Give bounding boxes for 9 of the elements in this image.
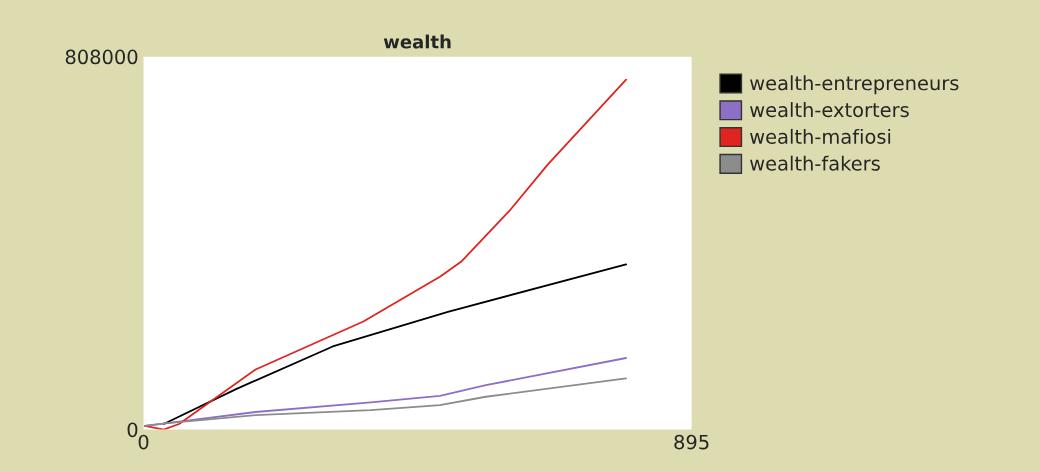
x-tick-label: 895 (674, 434, 709, 450)
legend-label: wealth-mafiosi (750, 128, 891, 144)
y-tick-label: 808000 (65, 49, 138, 65)
legend-label: wealth-fakers (750, 155, 880, 171)
chart-title: wealth (383, 34, 451, 49)
legend-label: wealth-extorters (750, 102, 909, 118)
line-series (143, 377, 627, 427)
line-series (162, 263, 627, 425)
legend-label: wealth-entrepreneurs (750, 75, 959, 95)
